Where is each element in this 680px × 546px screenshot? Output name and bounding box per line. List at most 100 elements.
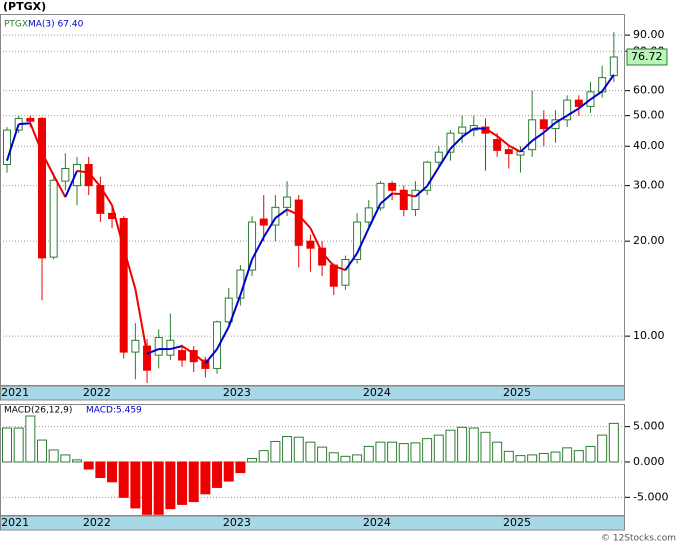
candle-body: [224, 297, 233, 323]
candle-body: [516, 150, 525, 156]
candle-body: [306, 240, 315, 249]
macd-bar: [317, 446, 328, 463]
ma-line: [181, 345, 195, 355]
macd-bar: [293, 436, 304, 463]
ma-line: [64, 170, 78, 198]
ma-line: [170, 345, 183, 351]
candle-body: [423, 161, 432, 191]
candle-body: [38, 117, 47, 259]
candle-body: [201, 359, 210, 369]
macd-bar: [305, 441, 316, 463]
legend-ma: MA(3) 67.40: [28, 20, 84, 30]
candle-body: [84, 164, 93, 187]
candle-body: [493, 139, 502, 151]
y-tick-label: 10.00: [633, 329, 665, 342]
ma-line: [508, 144, 521, 153]
last-price-label: 76.72: [631, 50, 663, 63]
macd-bar: [188, 461, 199, 503]
macd-bar: [328, 452, 339, 463]
candle-body: [178, 350, 187, 361]
ma-line: [601, 74, 615, 92]
ma-line: [41, 152, 55, 176]
ma-line: [99, 186, 113, 206]
macd-bar: [118, 461, 129, 498]
y-tick-label: 30.00: [633, 179, 665, 192]
macd-bar: [95, 461, 106, 479]
macd-bar: [503, 450, 514, 463]
ma-line: [496, 135, 510, 147]
macd-title: MACD(26,12,9): [4, 406, 72, 416]
ma-line: [333, 264, 346, 271]
y-tick-label: 20.00: [633, 234, 665, 247]
candle-body: [458, 126, 467, 134]
macd-bar: [13, 427, 24, 463]
macd-bar: [492, 441, 503, 463]
ma-line: [216, 326, 230, 350]
candle-body: [73, 164, 82, 187]
candle-body: [259, 218, 268, 226]
ma-line: [379, 192, 393, 205]
ma-line: [309, 227, 323, 254]
macd-bar: [200, 461, 211, 495]
ma-line: [367, 203, 382, 229]
macd-bar: [107, 461, 118, 483]
macd-bar: [527, 454, 538, 463]
candle-body: [539, 119, 548, 130]
candle-body: [364, 207, 373, 223]
candle-body: [563, 99, 572, 121]
ma-line: [18, 122, 31, 126]
macd-bar: [457, 426, 468, 463]
macd-bar: [223, 461, 234, 482]
legend-symbol: PTGX: [4, 20, 28, 30]
macd-bar: [25, 415, 36, 463]
y-tick-label: 90.00: [633, 28, 665, 41]
ma-line: [356, 227, 370, 254]
y-tick-label: 60.00: [633, 84, 665, 97]
macd-bar: [2, 427, 12, 463]
macd-bar: [235, 461, 246, 474]
x-tick-label: 2025: [503, 386, 531, 399]
macd-bar: [515, 455, 526, 463]
date-axis: [0, 515, 625, 531]
candle-body: [504, 149, 513, 155]
macd-bar: [573, 450, 584, 463]
macd-bar: [258, 450, 269, 463]
y-tick-label: 40.00: [633, 139, 665, 152]
candle-body: [329, 264, 338, 287]
ma-line: [134, 288, 149, 354]
ma-line: [414, 185, 428, 198]
ma-line: [403, 193, 416, 198]
ma-line: [543, 121, 557, 134]
macd-bar: [165, 461, 176, 510]
x-tick-label: 2025: [503, 516, 531, 529]
ma-line: [589, 90, 603, 101]
x-tick-label: 2021: [1, 386, 29, 399]
ma-line: [274, 208, 288, 219]
macd-bar: [37, 439, 48, 463]
macd-bar: [72, 459, 83, 463]
macd-bar: [445, 429, 456, 463]
ma-line: [344, 252, 358, 271]
candle-body: [283, 196, 292, 208]
macd-bar: [480, 431, 491, 463]
ma-line: [29, 122, 43, 153]
ma-line: [146, 348, 160, 355]
ma-line: [449, 136, 463, 150]
ma-line: [531, 131, 545, 142]
macd-bar: [468, 427, 479, 463]
ma-line: [111, 204, 125, 249]
ma-line: [87, 171, 102, 188]
macd-bar: [585, 445, 596, 463]
macd-bar: [340, 455, 351, 463]
candle-body: [49, 179, 58, 258]
candle-body: [248, 221, 257, 271]
ma-line: [566, 107, 580, 117]
macd-bar: [60, 454, 71, 463]
ma-line: [193, 352, 207, 365]
candle-body: [213, 321, 222, 369]
candle-body: [399, 189, 408, 211]
ma-line: [484, 127, 498, 137]
ma-line: [286, 208, 300, 216]
y-tick-label: 50.00: [633, 109, 665, 122]
macd-bar: [212, 461, 223, 488]
